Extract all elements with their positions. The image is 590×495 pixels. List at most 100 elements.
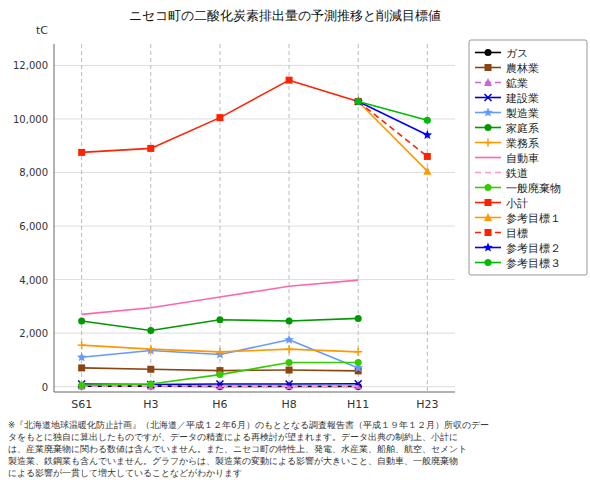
legend-marker <box>485 94 492 101</box>
legend-marker <box>485 124 492 131</box>
series <box>77 335 363 372</box>
tick-label: 12,000 <box>13 60 48 71</box>
legend-frame <box>469 40 587 275</box>
footnote: ※『北海道地球温暖化防止計画』（北海道／平成１２年6月）のもととなる調査報告書（… <box>8 420 489 478</box>
footnote-line: は、産業廃棄物に関わる数値は含んでいません。また、ニセコ町の特性上、発電、水産業… <box>8 444 467 454</box>
legend-swatch <box>475 172 501 174</box>
point <box>354 348 362 356</box>
line <box>358 102 427 157</box>
x-axis <box>54 392 455 393</box>
tick-label: H11 <box>347 398 369 411</box>
footnote-line: タをもとに独自に算出したものですが、データの精査による再検討が望まれます。データ… <box>8 432 458 442</box>
line <box>82 340 359 368</box>
point <box>286 77 293 84</box>
series <box>78 315 362 334</box>
legend-marker <box>485 184 492 191</box>
title: ニセコ町の二酸化炭素排出量の予測推移と削減目標値 <box>129 8 441 23</box>
point <box>147 380 154 387</box>
line <box>82 385 359 387</box>
legend-label: 目標 <box>506 227 528 239</box>
point <box>353 97 363 106</box>
legend-marker <box>485 259 492 266</box>
series <box>78 341 363 356</box>
point <box>286 359 293 366</box>
tick-label: 0 <box>42 382 48 393</box>
point <box>216 348 224 356</box>
tick-label: 8,000 <box>19 167 48 178</box>
legend-label: 自動車 <box>506 152 539 164</box>
point <box>355 359 362 366</box>
grid-line <box>54 386 455 387</box>
point <box>423 130 433 139</box>
grid-line <box>54 226 455 227</box>
point <box>147 145 154 152</box>
point <box>78 149 85 156</box>
footnote-line: 製造業、鉄鋼業も含んでいません。グラフからは、製造業の変動による影響が大きいこと… <box>8 456 458 466</box>
legend-label: 小計 <box>506 197 528 209</box>
grid <box>54 44 455 392</box>
legend-label: 鉱業 <box>506 77 528 89</box>
tick-label: S61 <box>71 398 92 411</box>
point <box>355 98 362 105</box>
tick-label: H6 <box>212 398 227 411</box>
legend-marker <box>484 139 492 147</box>
series <box>355 98 431 124</box>
chart: 02,0004,0006,0008,00010,00012,000S61H3H6… <box>0 0 590 495</box>
series <box>78 359 362 389</box>
legend-label: 鉄道 <box>506 167 528 179</box>
line <box>358 102 427 135</box>
legend-marker <box>483 243 493 252</box>
legend-marker <box>485 199 492 206</box>
grid-line <box>54 279 455 280</box>
legend-marker <box>485 49 492 56</box>
point <box>285 345 293 353</box>
point <box>286 367 293 374</box>
point <box>147 366 154 373</box>
legend-marker <box>485 64 492 71</box>
point <box>78 341 86 349</box>
category-line <box>358 44 359 392</box>
point <box>424 117 431 124</box>
series <box>78 381 363 389</box>
tick-label: 6,000 <box>19 221 48 232</box>
line <box>358 102 427 172</box>
legend-label: 製造業 <box>506 107 539 119</box>
plot-area <box>77 77 432 390</box>
point <box>216 316 223 323</box>
point <box>355 98 362 105</box>
footnote-line: ※『北海道地球温暖化防止計画』（北海道／平成１２年6月）のもととなる調査報告書（… <box>8 420 489 430</box>
grid-line <box>54 172 455 173</box>
legend-label: 参考目標３ <box>506 257 561 269</box>
point <box>284 335 294 344</box>
legend-label: 家庭系 <box>506 122 539 134</box>
point <box>78 382 86 390</box>
point <box>78 364 85 371</box>
point <box>216 114 223 121</box>
y-axis <box>54 44 55 392</box>
legend-label: 参考目標１ <box>506 212 561 224</box>
point <box>147 327 154 334</box>
point <box>355 98 362 105</box>
point <box>78 383 85 390</box>
legend-marker <box>485 229 492 236</box>
series <box>354 97 431 175</box>
point <box>354 97 362 105</box>
legend-swatch <box>475 157 501 159</box>
legend: ガス農林業鉱業建設業製造業家庭系業務系自動車鉄道一般廃棄物小計参考目標１目標参考… <box>469 40 587 275</box>
point <box>78 382 85 389</box>
tick-label: H8 <box>281 398 296 411</box>
point <box>216 371 223 378</box>
point <box>424 153 431 160</box>
legend-marker <box>484 213 492 221</box>
series <box>78 77 362 156</box>
series <box>82 385 359 386</box>
tick-label: 10,000 <box>13 114 48 125</box>
category-line <box>219 44 220 392</box>
axis-label: tC <box>36 24 48 37</box>
tick-label: 4,000 <box>19 275 48 286</box>
line <box>82 80 359 152</box>
category-line <box>150 44 151 392</box>
grid-line <box>54 65 455 66</box>
legend-marker <box>483 108 493 117</box>
point <box>78 318 85 325</box>
